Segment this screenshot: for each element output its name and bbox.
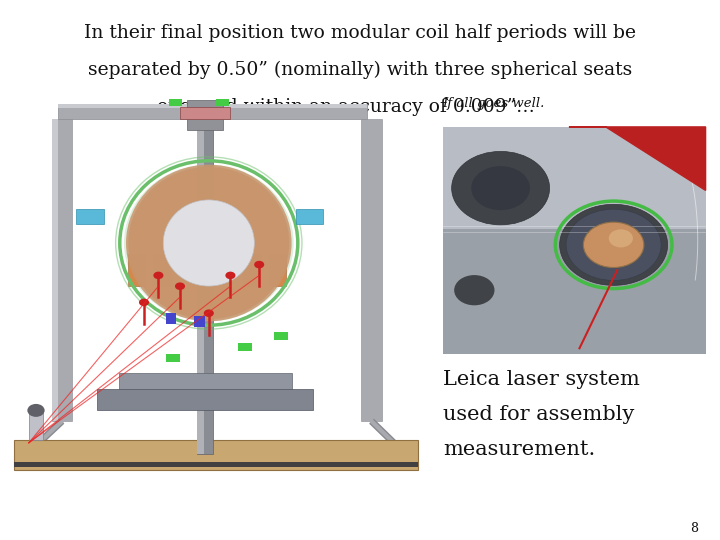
Bar bbox=[274, 332, 288, 340]
Circle shape bbox=[175, 282, 185, 290]
Text: measurement.: measurement. bbox=[443, 440, 595, 459]
Bar bbox=[187, 100, 223, 130]
Bar bbox=[97, 389, 313, 410]
Bar bbox=[269, 254, 286, 286]
Ellipse shape bbox=[126, 165, 292, 321]
Bar bbox=[119, 373, 292, 392]
Bar bbox=[361, 119, 382, 421]
Bar bbox=[238, 343, 252, 351]
Circle shape bbox=[583, 222, 644, 267]
Ellipse shape bbox=[124, 165, 294, 321]
Ellipse shape bbox=[163, 200, 254, 286]
Ellipse shape bbox=[128, 167, 289, 319]
Bar bbox=[166, 354, 180, 362]
Ellipse shape bbox=[142, 180, 276, 306]
Bar bbox=[29, 410, 43, 440]
FancyBboxPatch shape bbox=[7, 65, 439, 475]
Bar bbox=[296, 209, 323, 224]
Text: If all goes well.: If all goes well. bbox=[442, 97, 544, 110]
Bar bbox=[180, 107, 230, 119]
Text: used for assembly: used for assembly bbox=[443, 405, 634, 424]
Circle shape bbox=[225, 272, 235, 279]
Circle shape bbox=[451, 151, 549, 225]
Text: In their final position two modular coil half periods will be: In their final position two modular coil… bbox=[84, 24, 636, 42]
Ellipse shape bbox=[146, 184, 271, 302]
Ellipse shape bbox=[151, 188, 266, 298]
Bar bbox=[58, 104, 367, 119]
Circle shape bbox=[608, 230, 633, 247]
Bar bbox=[197, 103, 213, 454]
Bar bbox=[169, 99, 182, 106]
Bar bbox=[194, 316, 205, 327]
Ellipse shape bbox=[140, 178, 278, 308]
Bar bbox=[443, 127, 706, 229]
Ellipse shape bbox=[144, 182, 274, 304]
Ellipse shape bbox=[130, 169, 287, 317]
Bar bbox=[197, 103, 204, 454]
Bar bbox=[52, 119, 72, 421]
Circle shape bbox=[254, 261, 264, 268]
Bar bbox=[243, 254, 261, 286]
Circle shape bbox=[204, 309, 214, 317]
Ellipse shape bbox=[138, 176, 280, 310]
Bar bbox=[166, 313, 176, 324]
Bar bbox=[14, 462, 418, 467]
Circle shape bbox=[153, 272, 163, 279]
Bar bbox=[76, 209, 104, 224]
Ellipse shape bbox=[132, 171, 285, 315]
Bar bbox=[216, 99, 229, 106]
Circle shape bbox=[559, 204, 667, 285]
Bar bbox=[52, 119, 58, 421]
Bar bbox=[128, 254, 145, 286]
Circle shape bbox=[27, 404, 45, 417]
Bar bbox=[58, 104, 367, 108]
Polygon shape bbox=[569, 127, 706, 191]
Bar bbox=[153, 254, 171, 286]
Circle shape bbox=[472, 166, 530, 210]
Ellipse shape bbox=[135, 173, 282, 313]
Text: engaged within an accuracy of 0.009”…: engaged within an accuracy of 0.009”… bbox=[157, 98, 534, 116]
Text: separated by 0.50” (nominally) with three spherical seats: separated by 0.50” (nominally) with thre… bbox=[88, 61, 632, 79]
Ellipse shape bbox=[148, 186, 269, 300]
Circle shape bbox=[454, 275, 495, 305]
FancyBboxPatch shape bbox=[443, 127, 706, 354]
Text: 8: 8 bbox=[690, 522, 698, 535]
Text: Leica laser system: Leica laser system bbox=[443, 370, 639, 389]
Circle shape bbox=[139, 299, 149, 306]
Bar bbox=[14, 440, 418, 470]
Circle shape bbox=[566, 209, 661, 280]
